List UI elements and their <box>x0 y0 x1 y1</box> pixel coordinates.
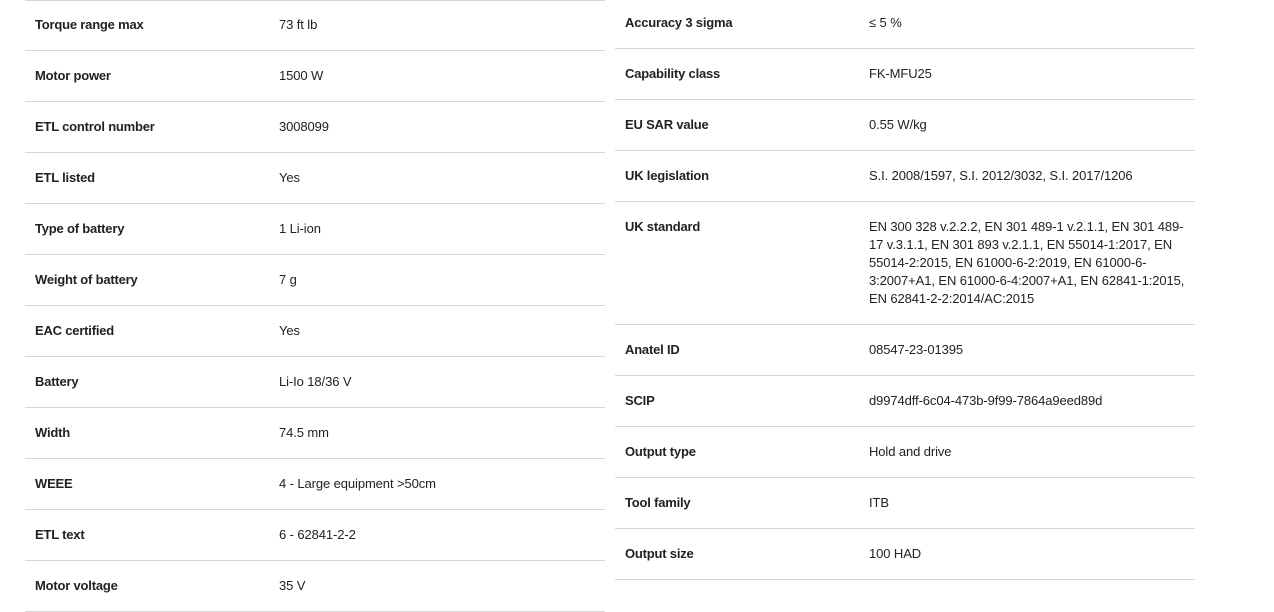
spec-value: 6 - 62841-2-2 <box>279 527 356 542</box>
spec-value: 74.5 mm <box>279 425 329 440</box>
spec-row: ETL text 6 - 62841-2-2 <box>25 510 605 561</box>
spec-value: 7 g <box>279 272 297 287</box>
spec-row: Width 74.5 mm <box>25 408 605 459</box>
spec-label: ETL listed <box>35 170 95 185</box>
spec-value: 73 ft lb <box>279 17 318 32</box>
spec-label: Motor power <box>35 68 111 83</box>
spec-value: Yes <box>279 170 300 185</box>
spec-label: Anatel ID <box>625 342 680 357</box>
spec-row: ETL control number 3008099 <box>25 102 605 153</box>
spec-value: 08547-23-01395 <box>869 342 964 357</box>
spec-value: Yes <box>279 323 300 338</box>
spec-value: 1 Li-ion <box>279 221 321 236</box>
spec-label: Width <box>35 425 70 440</box>
spec-value: 3008099 <box>279 119 329 134</box>
spec-row: Motor voltage 35 V <box>25 561 605 612</box>
spec-row: UK standard EN 300 328 v.2.2.2, EN 301 48… <box>615 202 1195 325</box>
spec-value: ITB <box>869 495 889 510</box>
spec-row: Output type Hold and drive <box>615 427 1195 478</box>
spec-label: ETL control number <box>35 119 155 134</box>
spec-label: ETL text <box>35 527 85 542</box>
spec-row: SCIP d9974dff-6c04-473b-9f99-7864a9eed89d <box>615 376 1195 427</box>
spec-row: Torque range max 73 ft lb <box>25 0 605 51</box>
spec-row: Capability class FK-MFU25 <box>615 49 1195 100</box>
spec-row: Anatel ID 08547-23-01395 <box>615 325 1195 376</box>
spec-value: d9974dff-6c04-473b-9f99-7864a9eed89d <box>869 393 1103 408</box>
spec-row: Type of battery 1 Li-ion <box>25 204 605 255</box>
spec-label: UK standard <box>625 219 701 234</box>
spec-label: SCIP <box>625 393 655 408</box>
spec-value: 1500 W <box>279 68 324 83</box>
spec-row: Weight of battery 7 g <box>25 255 605 306</box>
spec-label: Motor voltage <box>35 578 118 593</box>
spec-value: S.I. 2008/1597, S.I. 2012/3032, S.I. 201… <box>869 168 1133 183</box>
spec-label: Output type <box>625 444 696 459</box>
spec-value: Li-Io 18/36 V <box>279 374 352 389</box>
spec-value: FK-MFU25 <box>869 66 932 81</box>
spec-value: 100 HAD <box>869 546 922 561</box>
spec-table-left: Torque range max 73 ft lb Motor power 1500 … <box>25 0 605 612</box>
spec-value: 35 V <box>279 578 306 593</box>
spec-row: Output size 100 HAD <box>615 529 1195 580</box>
spec-label: Accuracy 3 sigma <box>625 15 733 30</box>
spec-value: 4 - Large equipment >50cm <box>279 476 436 491</box>
spec-label: Capability class <box>625 66 721 81</box>
spec-row: Motor power 1500 W <box>25 51 605 102</box>
spec-row: Accuracy 3 sigma ≤ 5 % <box>615 0 1195 49</box>
spec-label: Battery <box>35 374 79 389</box>
spec-label: Output size <box>625 546 694 561</box>
spec-value: ≤ 5 % <box>869 15 902 30</box>
spec-label: EU SAR value <box>625 117 709 132</box>
spec-value: EN 300 328 v.2.2.2, EN 301 489-1 v.2.1.1… <box>869 219 1185 306</box>
spec-row: Tool family ITB <box>615 478 1195 529</box>
spec-row: Battery Li-Io 18/36 V <box>25 357 605 408</box>
spec-table-right: Accuracy 3 sigma ≤ 5 % Capability class FK-… <box>615 0 1195 580</box>
spec-label: EAC certified <box>35 323 115 338</box>
spec-row: WEEE 4 - Large equipment >50cm <box>25 459 605 510</box>
spec-label: Weight of battery <box>35 272 138 287</box>
spec-label: Torque range max <box>35 17 144 32</box>
spec-value: Hold and drive <box>869 444 952 459</box>
spec-row: UK legislation S.I. 2008/1597, S.I. 2012/… <box>615 151 1195 202</box>
spec-row: ETL listed Yes <box>25 153 605 204</box>
spec-label: Type of battery <box>35 221 125 236</box>
spec-label: Tool family <box>625 495 691 510</box>
spec-value: 0.55 W/kg <box>869 117 927 132</box>
spec-row: EU SAR value 0.55 W/kg <box>615 100 1195 151</box>
spec-row: EAC certified Yes <box>25 306 605 357</box>
spec-label: WEEE <box>35 476 73 491</box>
spec-label: UK legislation <box>625 168 709 183</box>
